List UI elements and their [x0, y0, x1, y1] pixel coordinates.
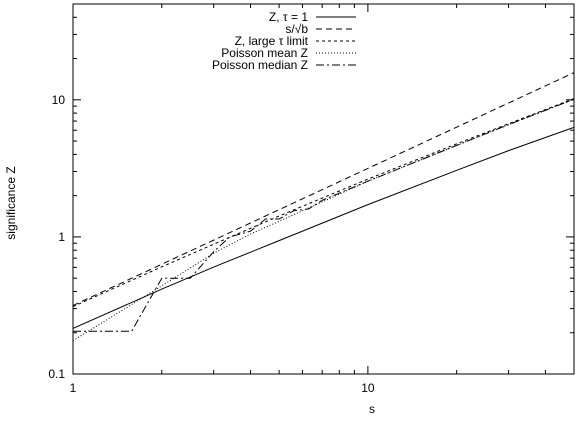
- x-tick-label: 10: [361, 381, 375, 395]
- y-axis-label: significance Z: [4, 166, 18, 239]
- plot-frame: [72, 3, 575, 375]
- series-line-5: [73, 98, 574, 332]
- axes-layer: 1 10 0.1 1 10: [48, 3, 575, 395]
- series-layer: [73, 72, 574, 342]
- series-line-2: [73, 72, 574, 306]
- series-line-3: [73, 98, 574, 308]
- y-tick-label: 0.1: [48, 367, 65, 381]
- legend-label-3: Z, large τ limit: [235, 34, 309, 48]
- series-line-1: [73, 126, 574, 329]
- x-axis-label: s: [369, 402, 375, 416]
- legend-label-1: Z, τ = 1: [269, 10, 308, 24]
- series-line-4: [73, 98, 574, 342]
- legend-label-2: s/√b: [285, 22, 308, 36]
- legend-label-4: Poisson mean Z: [221, 46, 308, 60]
- y-tick-label: 10: [52, 93, 66, 107]
- x-tick-label: 1: [70, 381, 77, 395]
- y-tick-label: 1: [58, 230, 65, 244]
- legend-label-5: Poisson median Z: [212, 58, 308, 72]
